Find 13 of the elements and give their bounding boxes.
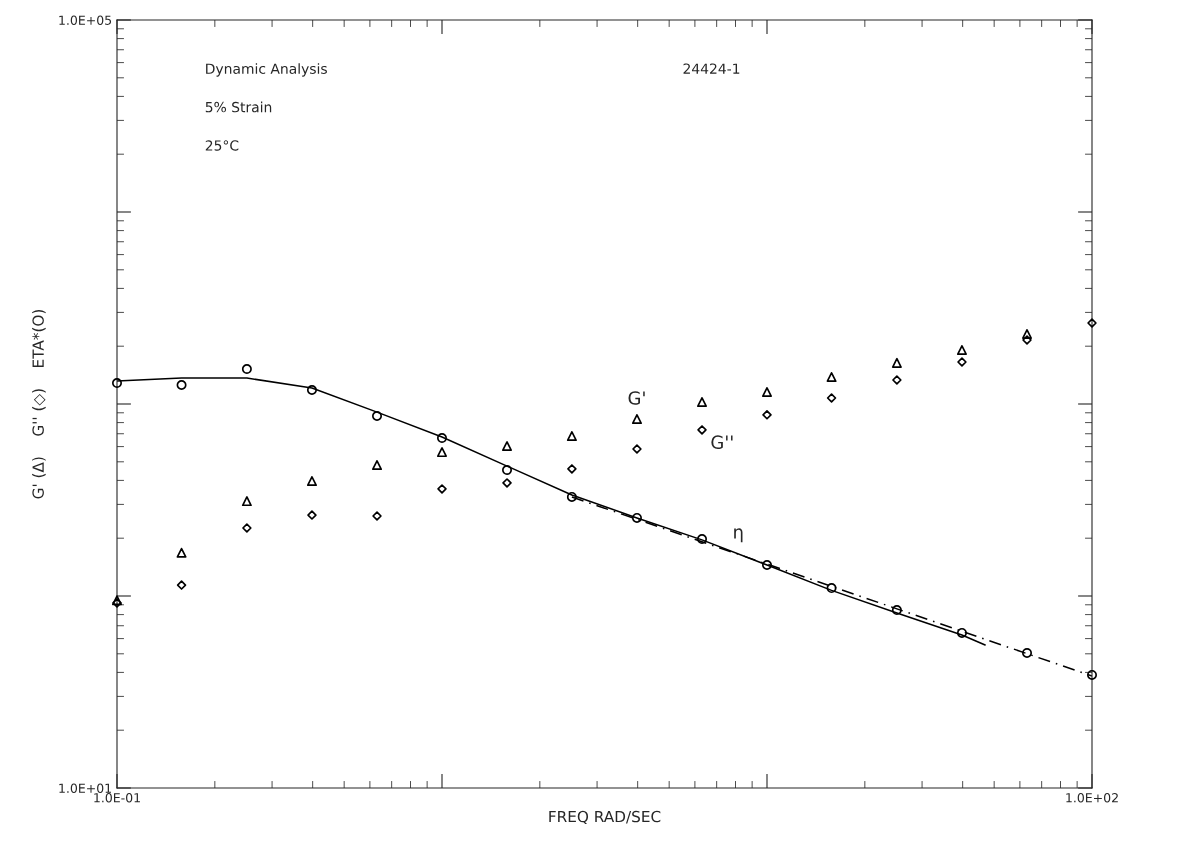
y-tick-label: 1.0E+01 (59, 783, 111, 793)
series-label: η (734, 528, 743, 543)
series-label: G' (628, 391, 645, 405)
annotation: Dynamic Analysis (206, 63, 327, 77)
annotation: 24424-1 (683, 63, 740, 74)
annotation: 5% Strain (205, 101, 272, 113)
y-axis-title: G' (Δ) G'' (◇) ETA*(O) (32, 309, 46, 499)
annotation: 25°C (205, 140, 239, 151)
x-tick-label: 1.0E+02 (1066, 793, 1118, 803)
x-tick-label: 1.0E-01 (94, 793, 140, 803)
series-label: G'' (711, 435, 733, 450)
y-tick-label: 1.0E+05 (59, 15, 112, 25)
x-axis-title: FREQ RAD/SEC (549, 810, 661, 825)
